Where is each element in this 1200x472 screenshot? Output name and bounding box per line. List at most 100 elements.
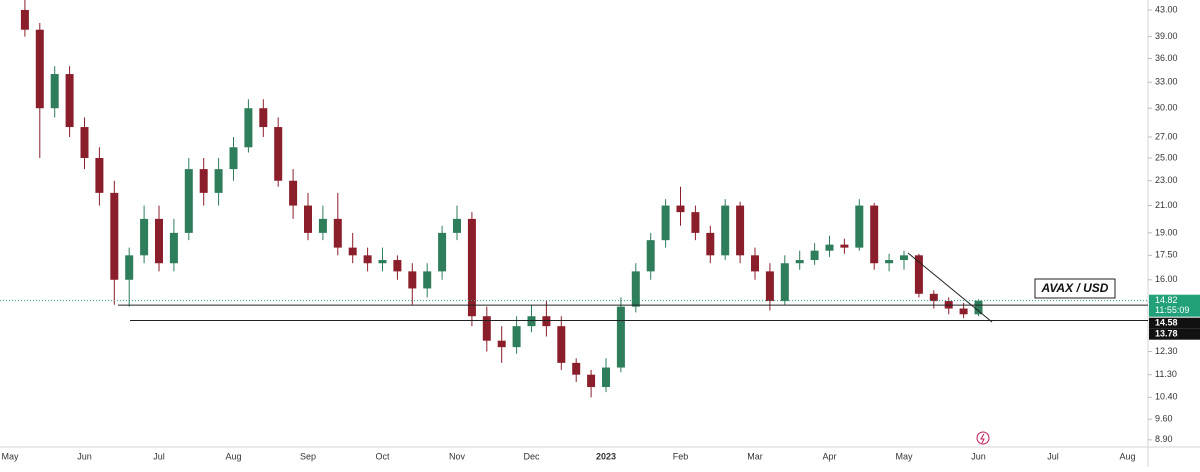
x-tick-label: Jul: [1047, 451, 1059, 461]
candle-body: [751, 255, 759, 272]
candle-body: [184, 169, 193, 233]
y-tick-label: 25.00: [1155, 152, 1178, 162]
annotation-box: [1034, 278, 1116, 299]
candle-body: [542, 316, 551, 327]
candle-body: [50, 74, 59, 109]
candle-body: [65, 74, 74, 128]
candle-body: [527, 316, 536, 327]
x-tick-label: Dec: [523, 451, 540, 461]
level-box: [1149, 317, 1200, 329]
x-tick-label: 2023: [596, 451, 616, 461]
x-tick-label: Apr: [822, 451, 836, 461]
candle-body: [780, 263, 789, 302]
candle-body: [304, 205, 312, 233]
level-label: 14.58: [1155, 318, 1178, 328]
candle-body: [423, 271, 432, 289]
candle-body: [840, 244, 849, 248]
candle-body: [289, 180, 298, 206]
last-price-box: [1149, 294, 1200, 317]
candle-body: [810, 250, 819, 261]
candle-body: [214, 169, 223, 193]
candle-body: [825, 244, 834, 251]
candle-body: [721, 205, 730, 256]
candle-body: [333, 218, 342, 248]
candle-body: [974, 300, 983, 315]
candle-body: [363, 255, 372, 264]
candle-body: [80, 127, 89, 158]
x-tick-label: Nov: [449, 451, 466, 461]
candle-body: [616, 306, 625, 368]
candle-body: [408, 271, 417, 289]
candle-body: [259, 108, 268, 128]
y-tick-label: 36.00: [1155, 53, 1178, 63]
candle-body: [497, 340, 506, 348]
event-icon-bolt: [980, 433, 985, 444]
x-tick-label: Aug: [225, 451, 241, 461]
candle-body: [736, 205, 745, 256]
x-tick-label: Aug: [1119, 451, 1135, 461]
candle-body: [110, 192, 119, 280]
candle-body: [229, 147, 238, 170]
candle-body: [587, 374, 596, 388]
candle-body: [631, 271, 640, 307]
y-tick-label: 12.30: [1155, 346, 1178, 356]
candle-body: [244, 108, 253, 148]
candle-body: [572, 362, 581, 375]
countdown-label: 11:55:09: [1155, 305, 1189, 315]
y-tick-label: 21.00: [1155, 200, 1178, 210]
candle-body: [914, 255, 923, 294]
candle-body: [706, 232, 715, 256]
candle-body: [855, 205, 864, 248]
y-tick-label: 11.30: [1155, 369, 1177, 379]
candle-body: [676, 205, 685, 213]
candle-body: [765, 271, 774, 302]
candle-body: [125, 255, 134, 280]
y-tick-label: 23.00: [1155, 175, 1178, 185]
candle-body: [557, 326, 566, 363]
candle-body: [885, 260, 894, 264]
candle-body: [482, 316, 491, 341]
x-tick-label: Jun: [971, 451, 986, 461]
y-tick-label: 27.00: [1155, 131, 1178, 141]
level-box: [1149, 328, 1200, 340]
candle-body: [35, 29, 44, 109]
candle-body: [691, 212, 700, 233]
last-price-label: 14.82: [1155, 295, 1178, 305]
candle-body: [959, 308, 968, 315]
candle-body: [453, 218, 461, 233]
plot-area: [20, 0, 983, 398]
candle-body: [393, 260, 402, 272]
y-tick-label: 9.60: [1155, 414, 1173, 424]
y-tick-label: 30.00: [1155, 103, 1178, 113]
x-tick-label: Sep: [300, 451, 316, 461]
candle-body: [20, 9, 29, 30]
candle-body: [795, 260, 804, 264]
candle-body: [900, 255, 908, 261]
y-tick-label: 19.00: [1155, 227, 1178, 237]
y-tick-label: 8.90: [1155, 434, 1173, 444]
candle-body: [661, 205, 670, 241]
candle-body: [870, 205, 879, 264]
y-tick-label: 43.00: [1155, 4, 1178, 14]
x-tick-label: Oct: [375, 451, 390, 461]
y-tick-label: 39.00: [1155, 31, 1178, 41]
candle-body: [169, 232, 178, 264]
candle-body: [467, 218, 476, 317]
candle-body: [646, 240, 655, 272]
event-icon: [976, 431, 990, 445]
x-tick-label: Mar: [747, 451, 763, 461]
candle-body: [929, 293, 938, 302]
x-tick-label: May: [1, 451, 19, 461]
candle-body: [602, 367, 610, 388]
candle-body: [274, 127, 283, 181]
y-tick-label: 16.00: [1155, 274, 1178, 284]
candle-body: [199, 169, 208, 193]
candle-body: [95, 157, 104, 193]
candle-body: [140, 218, 149, 256]
x-tick-label: Jul: [153, 451, 165, 461]
level-label: 13.78: [1155, 329, 1178, 339]
candle-body: [438, 232, 447, 272]
annotation: AVAX / USD: [1041, 281, 1109, 295]
